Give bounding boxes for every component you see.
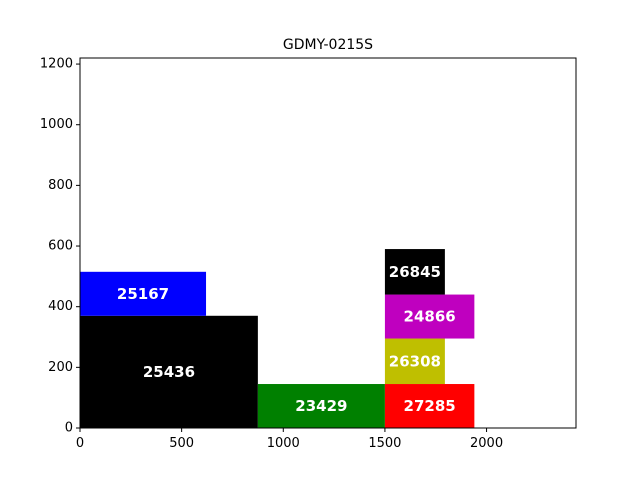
y-tick-label: 800 — [48, 178, 73, 193]
bar-label-27285: 27285 — [404, 397, 456, 415]
bar-label-24866: 24866 — [404, 308, 456, 326]
bar-23429 — [257, 384, 385, 428]
x-tick-label: 0 — [76, 436, 84, 451]
bar-26845 — [384, 249, 445, 295]
bar-label-26845: 26845 — [389, 263, 441, 281]
x-tick-label: 500 — [169, 436, 194, 451]
bar-27285 — [384, 384, 475, 428]
y-tick-label: 1200 — [40, 57, 73, 72]
x-tick-label: 2000 — [470, 436, 503, 451]
ticks-layer: 0 500 1000 1500 2000 0 200 400 600 800 1000 1200 — [40, 57, 503, 451]
bar-24866 — [384, 294, 475, 339]
bar-25436 — [80, 315, 258, 428]
y-tick-label: 0 — [65, 421, 73, 436]
y-tick-label: 200 — [48, 360, 73, 375]
y-tick-label: 400 — [48, 299, 73, 314]
bar-26308 — [384, 338, 445, 385]
y-tick-label: 600 — [48, 239, 73, 254]
x-tick-label: 1000 — [267, 436, 300, 451]
bar-label-26308: 26308 — [389, 352, 441, 370]
bar-25167 — [80, 271, 207, 316]
y-tick-label: 1000 — [40, 117, 73, 132]
bar-label-25436: 25436 — [143, 363, 195, 381]
x-tick-label: 1500 — [368, 436, 401, 451]
axes-frame — [79, 57, 577, 429]
bar-label-23429: 23429 — [295, 397, 347, 415]
bar-label-25167: 25167 — [117, 285, 169, 303]
chart-title: GDMY-0215S — [283, 37, 373, 53]
rects-layer: 25436 25167 23429 27285 26308 24866 26845 — [80, 249, 475, 428]
